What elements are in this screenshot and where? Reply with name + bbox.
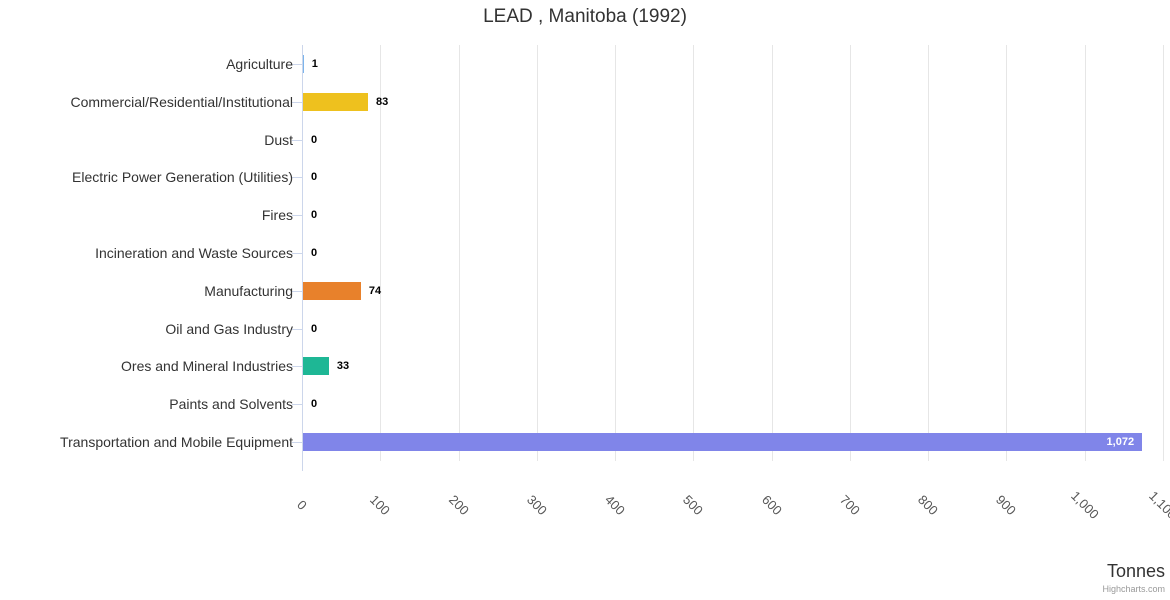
- x-tick-label-600: 600: [758, 492, 785, 518]
- category-label-oil-and-gas-industry: Oil and Gas Industry: [165, 320, 293, 337]
- category-tick: [292, 63, 302, 65]
- category-tick: [292, 328, 302, 330]
- bar-transportation-and-mobile-equipment[interactable]: [303, 433, 1143, 452]
- x-tick-label-500: 500: [680, 492, 707, 518]
- category-label-incineration-and-waste-sources: Incineration and Waste Sources: [95, 245, 293, 261]
- category-label-agriculture: Agriculture: [226, 55, 293, 72]
- gridline-100: [380, 45, 382, 461]
- category-tick: [292, 215, 302, 217]
- x-axis-zero-tick: [302, 461, 303, 471]
- x-tick-label-1000: 1,000: [1067, 488, 1102, 522]
- category-label-fires: Fires: [261, 207, 293, 224]
- category-tick: [292, 253, 302, 254]
- category-label-commercial-residential-institutional: Commercial/Residential/Institutional: [70, 93, 293, 110]
- x-tick-label-700: 700: [836, 492, 863, 518]
- gridline-300: [536, 45, 538, 461]
- value-label-paints-and-solvents: 0: [311, 398, 318, 411]
- gridline-800: [928, 45, 930, 461]
- bar-manufacturing[interactable]: [303, 281, 361, 300]
- value-label-incineration-and-waste-sources: 0: [311, 247, 318, 259]
- category-label-manufacturing: Manufacturing: [204, 282, 293, 299]
- category-label-paints-and-solvents: Paints and Solvents: [169, 396, 293, 413]
- value-label-agriculture: 1: [311, 57, 318, 70]
- x-tick-label-1100: 1,100: [1146, 488, 1170, 522]
- bar-agriculture[interactable]: [303, 54, 304, 73]
- gridline-1100: [1163, 45, 1164, 461]
- value-label-manufacturing: 74: [368, 284, 382, 297]
- bar-ores-and-mineral-industries[interactable]: [303, 357, 329, 376]
- category-axis-line: [302, 45, 303, 461]
- category-label-transportation-and-mobile-equipment: Transportation and Mobile Equipment: [60, 434, 293, 451]
- value-label-transportation-and-mobile-equipment: 1,072: [1106, 436, 1135, 449]
- x-tick-label-300: 300: [523, 492, 550, 518]
- category-label-ores-and-mineral-industries: Ores and Mineral Industries: [121, 358, 293, 375]
- value-label-commercial-residential-institutional: 83: [375, 95, 389, 108]
- gridline-500: [693, 45, 695, 461]
- value-label-ores-and-mineral-industries: 33: [336, 360, 350, 373]
- bar-commercial-residential-institutional[interactable]: [303, 92, 368, 111]
- category-tick: [292, 366, 302, 368]
- value-label-fires: 0: [311, 209, 318, 222]
- x-axis-title: Tonnes: [1106, 561, 1165, 581]
- category-tick: [292, 290, 302, 292]
- category-tick: [292, 101, 302, 103]
- gridline-200: [458, 45, 460, 461]
- category-label-dust: Dust: [264, 131, 293, 148]
- x-tick-label-0: 0: [294, 497, 310, 513]
- value-label-oil-and-gas-industry: 0: [311, 322, 318, 335]
- x-tick-label-800: 800: [915, 492, 942, 518]
- category-tick: [292, 404, 302, 406]
- category-tick: [292, 139, 302, 141]
- category-label-electric-power-generation-utilities: Electric Power Generation (Utilities): [72, 169, 293, 186]
- x-tick-label-200: 200: [445, 492, 472, 518]
- x-tick-label-100: 100: [367, 492, 394, 518]
- gridline-400: [615, 45, 617, 461]
- x-tick-label-900: 900: [993, 492, 1020, 518]
- plot-area: 1 83 0 0 0 0 74 0 33 0 1,072: [292, 45, 1164, 471]
- category-tick: [292, 177, 302, 179]
- gridline-1000: [1084, 45, 1086, 461]
- gridline-600: [771, 45, 773, 461]
- value-label-dust: 0: [311, 133, 318, 146]
- gridline-700: [849, 45, 851, 461]
- highcharts-credits-link[interactable]: Highcharts.com: [1102, 584, 1165, 594]
- category-tick: [292, 442, 302, 444]
- value-label-electric-power-generation-utilities: 0: [311, 171, 318, 184]
- x-tick-label-400: 400: [602, 492, 629, 518]
- chart-title: LEAD , Manitoba (1992): [483, 6, 687, 27]
- gridline-900: [1006, 45, 1008, 461]
